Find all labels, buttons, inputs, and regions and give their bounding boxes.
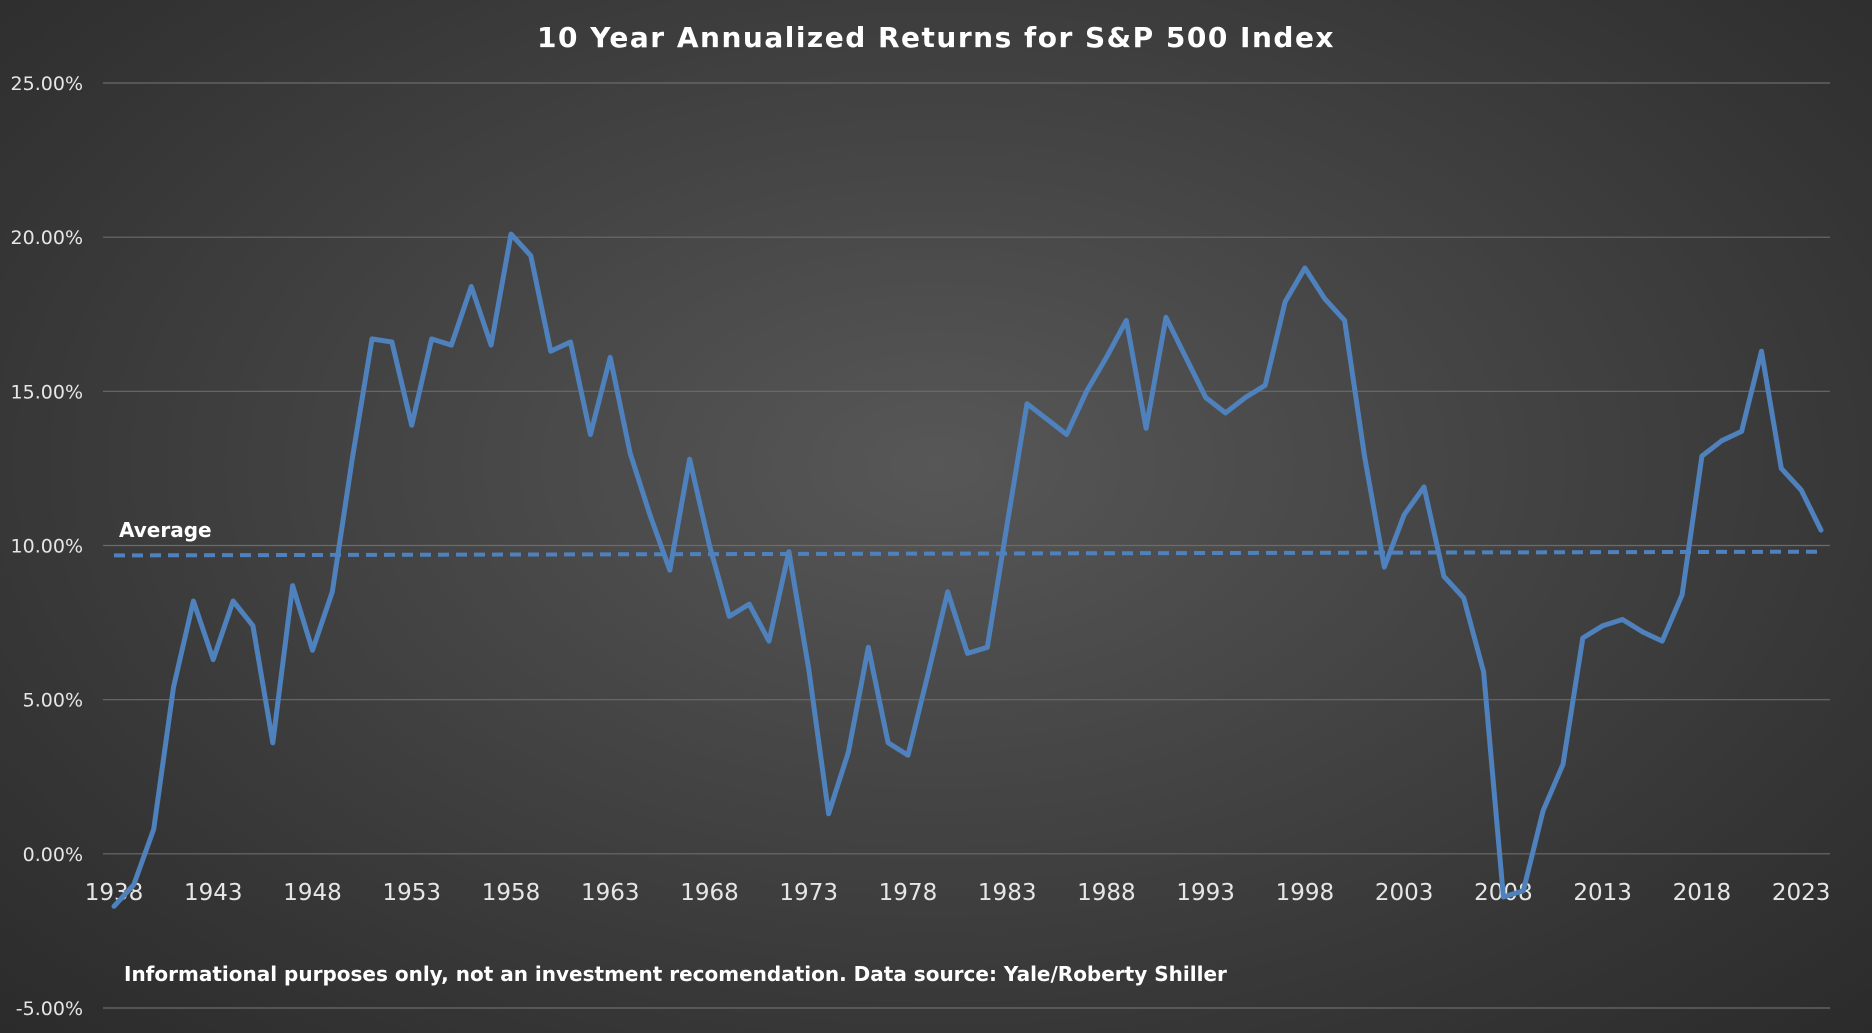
- y-axis-tick-labels: -5.00% 0.00% 5.00% 10.00% 15.00% 20.00% 25.00%: [11, 73, 83, 1020]
- x-tick-label: 1958: [482, 880, 541, 906]
- x-tick-label: 1948: [283, 880, 342, 906]
- x-tick-label: 1978: [879, 880, 938, 906]
- returns-series-line: [111, 231, 1824, 909]
- average-label: Average: [119, 518, 212, 542]
- x-tick-label: 1953: [382, 880, 441, 906]
- x-tick-label: 2018: [1673, 880, 1732, 906]
- y-tick-label: 20.00%: [11, 227, 83, 249]
- x-tick-label: 1943: [184, 880, 243, 906]
- series-data-points: [113, 234, 1822, 907]
- source-note: Informational purposes only, not an inve…: [124, 962, 1227, 986]
- y-tick-label: 0.00%: [23, 844, 83, 866]
- y-tick-label: -5.00%: [16, 998, 83, 1020]
- x-tick-label: 1993: [1176, 880, 1235, 906]
- y-tick-label: 15.00%: [11, 381, 83, 403]
- chart-title: 10 Year Annualized Returns for S&P 500 I…: [537, 21, 1335, 54]
- x-tick-label: 1968: [680, 880, 739, 906]
- x-axis-tick-labels: 1938 1943 1948 1953 1958 1963 1968 1973 1978 1983…: [85, 880, 1831, 906]
- x-tick-label: 1973: [779, 880, 838, 906]
- average-dashed-line: [113, 549, 1822, 558]
- gridlines: [103, 82, 1830, 1009]
- x-tick-label: 1983: [978, 880, 1037, 906]
- x-tick-label: 1998: [1276, 880, 1335, 906]
- x-tick-label: 2023: [1772, 880, 1831, 906]
- y-tick-label: 10.00%: [11, 536, 83, 558]
- x-tick-label: 1963: [581, 880, 640, 906]
- x-tick-label: 2003: [1375, 880, 1434, 906]
- y-tick-label: 25.00%: [11, 73, 83, 95]
- x-tick-label: 1988: [1077, 880, 1136, 906]
- y-tick-label: 5.00%: [23, 690, 83, 712]
- x-tick-label: 2013: [1573, 880, 1632, 906]
